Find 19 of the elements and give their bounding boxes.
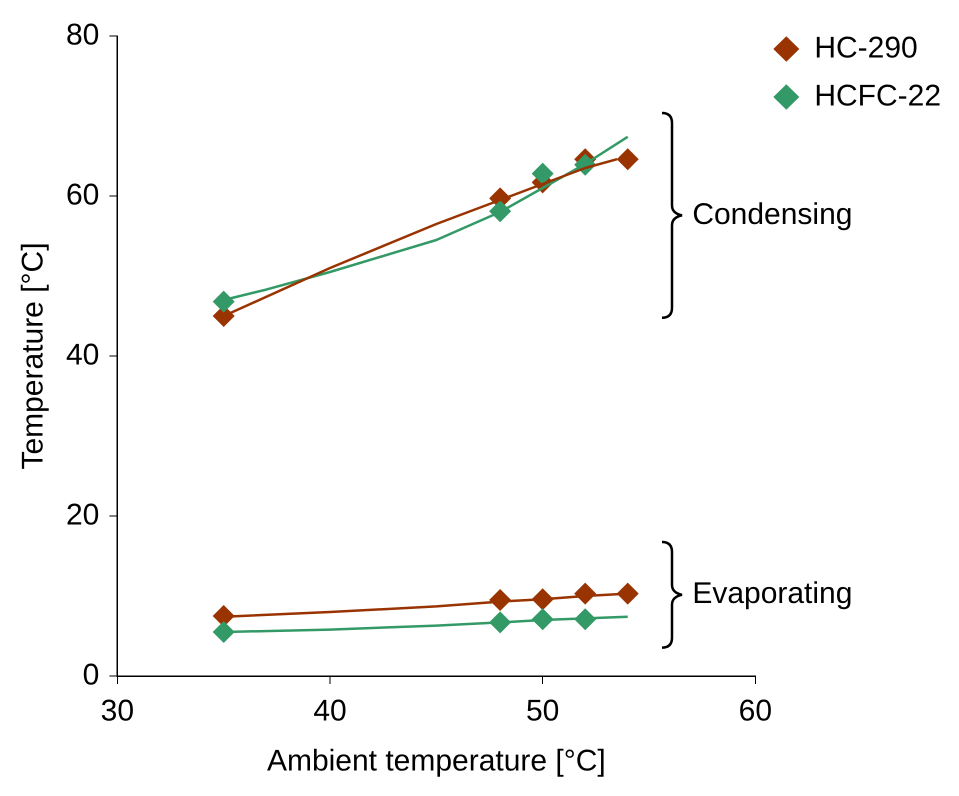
- annotation: Evaporating: [692, 576, 852, 612]
- x-tick-label: 50: [526, 694, 560, 728]
- point: [532, 162, 554, 185]
- x-tick-label: 60: [738, 694, 772, 728]
- x-tick-label: 30: [100, 694, 134, 728]
- y-tick-label: 60: [66, 178, 100, 212]
- y-tick-label: 20: [66, 498, 100, 532]
- point: [616, 582, 639, 605]
- x-axis-title: Ambient temperature [°C]: [266, 744, 606, 778]
- legend-label: HC-290: [814, 31, 918, 64]
- y-tick-label: 40: [66, 338, 100, 372]
- point: [212, 290, 235, 313]
- y-tick-label: 0: [82, 658, 100, 692]
- y-axis-title: Temperature [°C]: [16, 242, 50, 470]
- point: [616, 148, 639, 170]
- y-tick-label: 80: [66, 18, 100, 52]
- x-tick-label: 40: [313, 694, 347, 728]
- legend-label: HCFC-22: [814, 79, 942, 112]
- annotation: Condensing: [692, 197, 852, 234]
